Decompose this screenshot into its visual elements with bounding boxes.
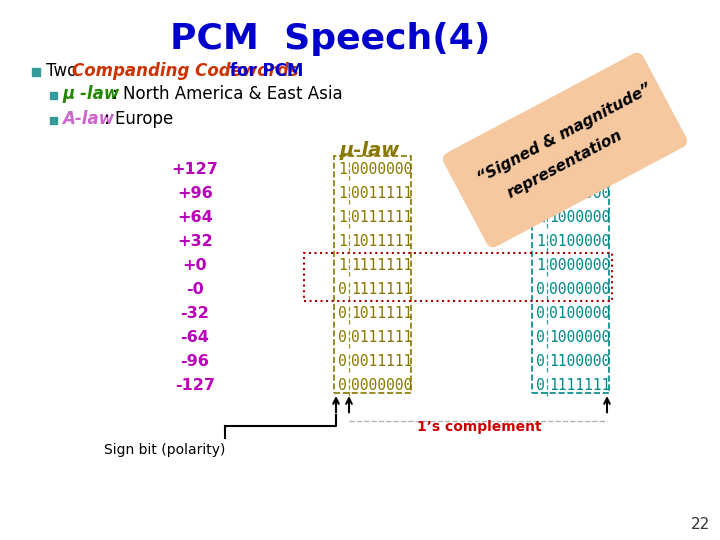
Text: 0: 0 — [536, 282, 545, 298]
Text: -32: -32 — [181, 307, 210, 321]
Text: 0: 0 — [536, 379, 545, 394]
Text: 0000000: 0000000 — [351, 163, 413, 178]
Text: 0: 0 — [338, 330, 347, 346]
Text: 0: 0 — [338, 379, 347, 394]
Text: Companding Codewords: Companding Codewords — [72, 62, 299, 80]
Text: 0000000: 0000000 — [549, 259, 611, 273]
Text: +96: +96 — [177, 186, 213, 201]
Text: 1100000: 1100000 — [549, 186, 611, 201]
Text: 1: 1 — [338, 186, 347, 201]
Bar — [32, 68, 40, 76]
Text: 1111111: 1111111 — [351, 282, 413, 298]
Text: -96: -96 — [181, 354, 210, 369]
Text: 1000000: 1000000 — [549, 211, 611, 226]
Text: +0: +0 — [183, 259, 207, 273]
Text: representation: representation — [505, 127, 625, 201]
Text: -0: -0 — [186, 282, 204, 298]
Text: +127: +127 — [171, 163, 218, 178]
Text: 1: 1 — [536, 163, 545, 178]
Text: 1: 1 — [536, 211, 545, 226]
Text: 0: 0 — [338, 282, 347, 298]
Text: 1’s complement: 1’s complement — [417, 420, 541, 434]
Text: 1: 1 — [338, 234, 347, 249]
Text: PCM  Speech(4): PCM Speech(4) — [170, 22, 490, 56]
Text: -127: -127 — [175, 379, 215, 394]
Text: 0011111: 0011111 — [351, 186, 413, 201]
Text: 1: 1 — [536, 186, 545, 201]
Text: 1: 1 — [338, 259, 347, 273]
Text: 1111111: 1111111 — [549, 379, 611, 394]
FancyBboxPatch shape — [443, 52, 687, 247]
Text: 0: 0 — [536, 330, 545, 346]
Text: 0000000: 0000000 — [351, 379, 413, 394]
Text: Sign bit (polarity): Sign bit (polarity) — [104, 443, 225, 457]
Text: 22: 22 — [690, 517, 710, 532]
Text: 0: 0 — [536, 354, 545, 369]
Bar — [50, 117, 57, 124]
Text: A-law: A-law — [62, 110, 114, 128]
Text: 0111111: 0111111 — [351, 211, 413, 226]
Text: 1100000: 1100000 — [549, 354, 611, 369]
Text: 0100000: 0100000 — [549, 307, 611, 321]
Text: for PCM: for PCM — [224, 62, 303, 80]
Bar — [50, 92, 57, 99]
Text: A-law: A-law — [538, 140, 598, 159]
Text: +64: +64 — [177, 211, 213, 226]
Text: 1111111: 1111111 — [351, 259, 413, 273]
Text: 1: 1 — [536, 259, 545, 273]
Text: μ-law: μ-law — [340, 140, 400, 159]
Text: 1111111: 1111111 — [549, 163, 611, 178]
Text: μ -law: μ -law — [62, 85, 120, 103]
Text: 1000000: 1000000 — [549, 330, 611, 346]
Text: 1: 1 — [338, 163, 347, 178]
Text: 0000000: 0000000 — [549, 282, 611, 298]
Text: Two: Two — [46, 62, 83, 80]
Text: : North America & East Asia: : North America & East Asia — [112, 85, 343, 103]
Text: : Europe: : Europe — [104, 110, 174, 128]
Text: 1: 1 — [536, 234, 545, 249]
Text: +32: +32 — [177, 234, 213, 249]
Text: 1: 1 — [338, 211, 347, 226]
Text: “Signed & magnitude”: “Signed & magnitude” — [475, 82, 654, 186]
Text: -64: -64 — [181, 330, 210, 346]
Text: 1011111: 1011111 — [351, 307, 413, 321]
Text: 0100000: 0100000 — [549, 234, 611, 249]
Text: 0: 0 — [536, 307, 545, 321]
Text: 0011111: 0011111 — [351, 354, 413, 369]
Text: 0: 0 — [338, 354, 347, 369]
Text: 0: 0 — [338, 307, 347, 321]
Text: 1011111: 1011111 — [351, 234, 413, 249]
Text: 0111111: 0111111 — [351, 330, 413, 346]
